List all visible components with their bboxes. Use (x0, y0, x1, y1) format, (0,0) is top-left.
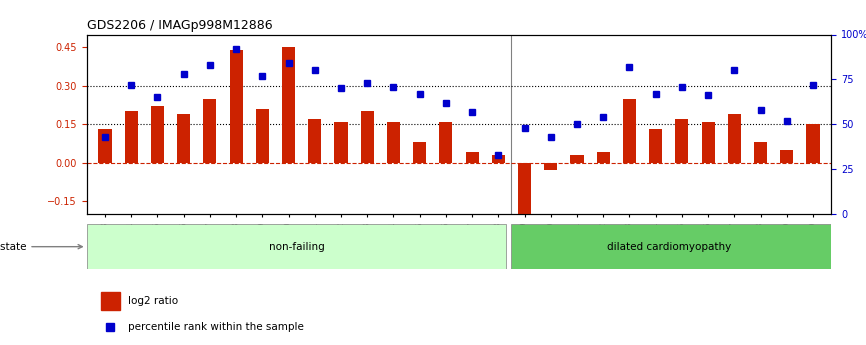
Bar (780, 150, 793, 162)
Bar (229, 50, 242, 162)
Bar (177, 114, 191, 162)
Bar (466, 152, 479, 162)
Text: dilated cardiomyopathy: dilated cardiomyopathy (607, 242, 731, 252)
Bar (99, 129, 112, 162)
Bar (544, 162, 558, 170)
Bar (727, 114, 741, 162)
Text: GDS2206 / IMAGp998M12886: GDS2206 / IMAGp998M12886 (87, 19, 272, 32)
Bar (701, 122, 714, 162)
Bar (101, 292, 120, 310)
Text: log2 ratio: log2 ratio (127, 296, 178, 306)
Bar (806, 124, 819, 162)
Text: percentile rank within the sample: percentile rank within the sample (127, 322, 303, 332)
Bar (387, 122, 400, 162)
Bar (623, 99, 636, 162)
Bar (255, 109, 268, 162)
FancyBboxPatch shape (512, 224, 831, 269)
Bar (413, 142, 426, 162)
Bar (675, 119, 688, 162)
Bar (125, 111, 138, 162)
Text: non-failing: non-failing (268, 242, 324, 252)
Bar (334, 122, 347, 162)
Bar (204, 99, 216, 162)
Bar (754, 142, 767, 162)
Bar (308, 119, 321, 162)
Bar (571, 155, 584, 162)
Bar (518, 162, 531, 214)
Bar (492, 155, 505, 162)
Bar (151, 106, 164, 162)
Bar (597, 152, 610, 162)
Bar (360, 111, 374, 162)
Bar (282, 47, 295, 162)
FancyBboxPatch shape (87, 224, 507, 269)
Bar (439, 122, 452, 162)
Bar (650, 129, 662, 162)
Text: disease state: disease state (0, 242, 82, 252)
